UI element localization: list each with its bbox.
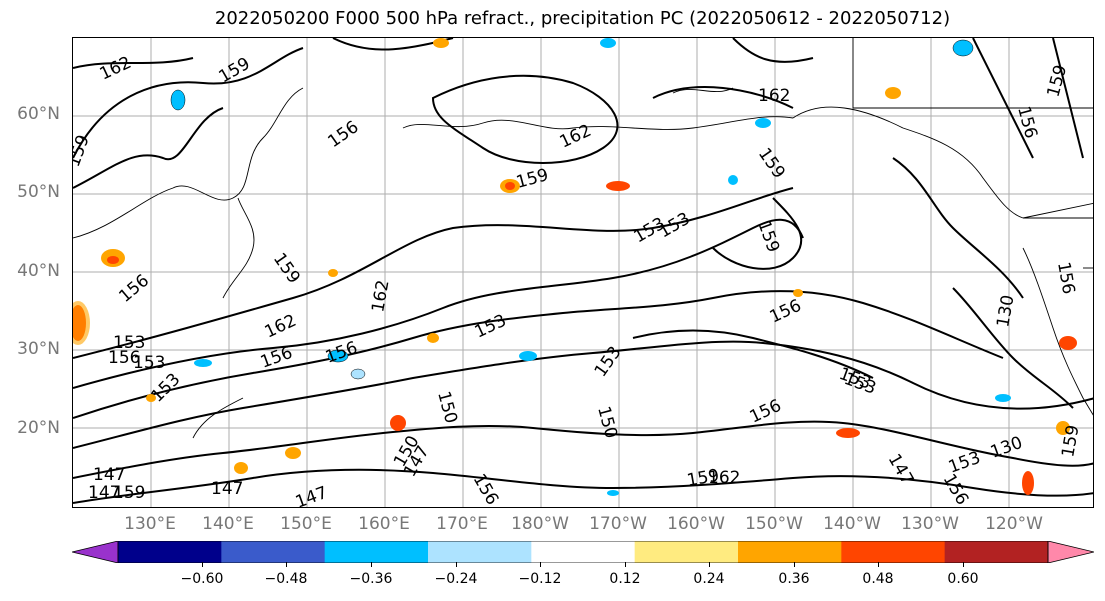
colorbar-swatch [841,541,946,563]
lon-label: 170°E [436,514,488,534]
colorbar-tick [625,562,626,567]
colorbar-extend-high [1047,541,1094,563]
contour-label: 162 [758,86,790,106]
contour-label: 159 [754,144,789,182]
colorbar-swatch [944,541,1049,563]
map-canvas: 162 159 159 156 162 159 162 159 156 159 … [73,38,1093,509]
colorbar-swatch [428,541,532,563]
colorbar-swatch [221,541,326,563]
colorbar-tick [794,562,795,567]
lon-label: 160°E [358,514,410,534]
contour-label: 153 [656,209,694,243]
lon-label: 140°W [823,514,881,534]
graticule [73,38,1093,507]
colorbar-swatch [634,541,739,563]
contour-label: 147 [88,483,120,503]
colorbar-frame [117,541,1049,563]
refractivity-contours [73,38,1093,504]
colorbar-tick-label: −0.60 [180,571,224,587]
colorbar-tick [202,562,203,567]
contour-label: 156 [939,471,973,509]
contour-label: 156 [115,271,153,307]
contour-label: 153 [113,333,145,353]
colorbar-tick-label: 0.24 [693,571,725,587]
lon-label: 150°W [745,514,803,534]
colorbar-tick [371,562,372,567]
lon-label: 180°W [511,514,569,534]
contour-label: 159 [269,249,304,287]
lon-label: 140°E [202,514,254,534]
map-panel: 162 159 159 156 162 159 162 159 156 159 … [72,37,1094,508]
lat-label: 30°N [17,339,60,359]
colorbar-swatch [118,541,222,563]
lat-label: 60°N [17,104,60,124]
contour-label: 147 [211,479,243,499]
lon-label: 130°W [901,514,959,534]
contour-label: 153 [841,369,878,399]
colorbar-tick-label: 0.12 [609,571,641,587]
colorbar-tick [709,562,710,567]
contour-label: 162 [557,121,595,153]
colorbar-tick [286,562,287,567]
contour-label: 162 [368,278,393,313]
contour-label: 156 [324,117,362,152]
lat-label: 50°N [17,182,60,202]
contour-label: 162 [262,311,300,343]
contour-label: 162 [97,53,135,85]
lon-label: 170°W [589,514,647,534]
colorbar-tick-label: −0.48 [264,571,308,587]
lon-label: 160°W [667,514,725,534]
contour-label: 147 [884,451,918,489]
colorbar-tick-label: 0.48 [862,571,894,587]
colorbar-tick-label: −0.36 [349,571,393,587]
contour-label: 156 [1053,260,1078,295]
contour-label: 150 [433,389,461,426]
contour-label: 159 [753,218,783,255]
colorbar-swatch [324,541,429,563]
contour-label: 153 [133,353,165,373]
contour-label: 156 [767,296,805,328]
lon-label: 120°W [985,514,1043,534]
contour-label: 156 [108,348,140,368]
colorbar-tick-label: 0.60 [947,571,979,587]
colorbar-tick [963,562,964,567]
colorbar [72,541,1094,563]
precipitation-patches [73,38,1077,496]
coastlines [73,38,1093,439]
map-title: 2022050200 F000 500 hPa refract., precip… [214,8,951,29]
lon-label: 130°E [124,514,176,534]
colorbar-extend-low [72,541,119,563]
colorbar-swatches [72,541,1094,563]
contour-label: 156 [1013,104,1041,141]
contour-label: 156 [258,343,295,373]
colorbar-tick-label: 0.36 [778,571,810,587]
contour-label: 130 [993,293,1018,328]
contour-label: 159 [514,165,551,193]
colorbar-swatch [738,541,842,563]
contour-label: 130 [988,433,1025,463]
contour-label: 159 [73,132,94,169]
lat-label: 40°N [17,261,60,281]
contour-label: 150 [593,404,621,441]
contour-label: 153 [591,343,626,381]
contour-label: 159 [1058,423,1083,458]
contour-label: 162 [708,468,740,488]
contour-label: 147 [293,483,330,508]
colorbar-tick [878,562,879,567]
lon-label: 150°E [280,514,332,534]
colorbar-tick [456,562,457,567]
colorbar-tick-label: −0.12 [518,571,562,587]
colorbar-tick-label: −0.24 [434,571,478,587]
colorbar-swatch [531,541,636,563]
colorbar-tick [540,562,541,567]
contour-label: 153 [472,311,510,343]
lat-label: 20°N [17,418,60,438]
contour-label: 159 [113,483,145,503]
contour-label: 156 [323,338,360,368]
contour-label: 147 [93,465,125,485]
